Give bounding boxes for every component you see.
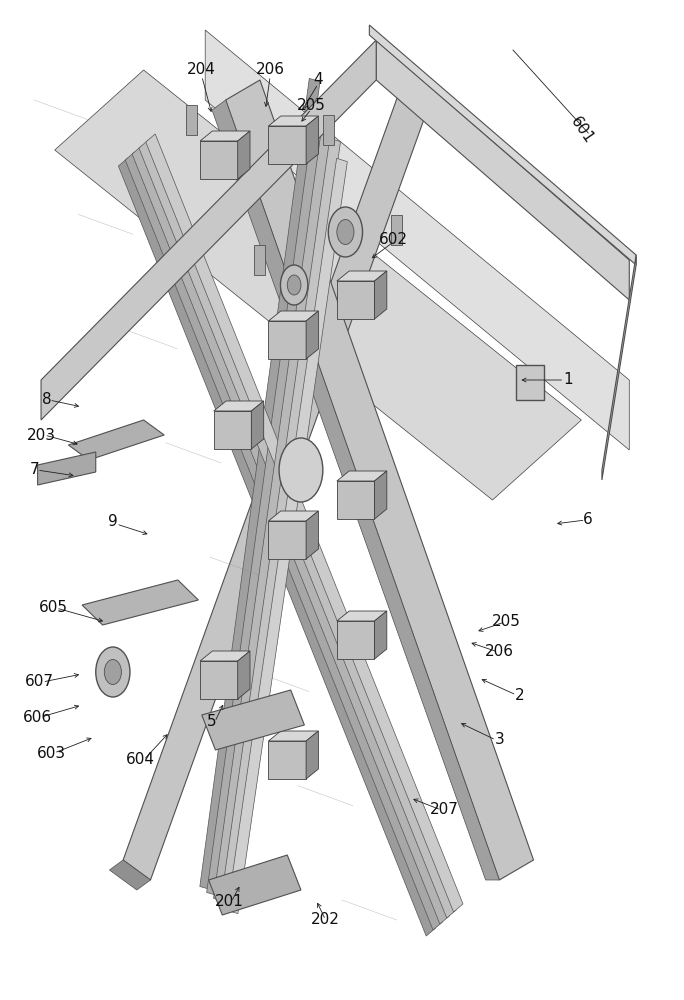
Polygon shape [268, 116, 319, 126]
Polygon shape [268, 731, 319, 741]
Circle shape [337, 220, 354, 244]
Polygon shape [268, 741, 306, 779]
Polygon shape [205, 30, 629, 450]
Polygon shape [306, 116, 319, 164]
Polygon shape [200, 661, 238, 699]
Polygon shape [375, 471, 387, 519]
Polygon shape [118, 158, 436, 936]
Circle shape [328, 207, 363, 257]
Polygon shape [200, 78, 320, 890]
Polygon shape [337, 281, 375, 319]
Bar [391, 215, 402, 245]
Polygon shape [139, 140, 456, 918]
Polygon shape [212, 100, 499, 880]
Polygon shape [238, 131, 250, 179]
Polygon shape [337, 481, 375, 519]
Text: 7: 7 [29, 462, 39, 478]
Text: 601: 601 [567, 114, 596, 146]
Polygon shape [337, 611, 387, 621]
Bar [323, 115, 334, 145]
Circle shape [287, 275, 301, 295]
Bar [186, 105, 197, 135]
Polygon shape [213, 118, 334, 902]
Polygon shape [132, 146, 449, 924]
Text: 606: 606 [23, 710, 52, 724]
Polygon shape [226, 80, 534, 880]
Polygon shape [227, 158, 347, 914]
Polygon shape [146, 134, 463, 912]
Polygon shape [602, 255, 636, 480]
Circle shape [96, 647, 130, 697]
Text: 4: 4 [313, 73, 323, 88]
Polygon shape [268, 321, 306, 359]
Text: 203: 203 [27, 428, 55, 442]
Circle shape [279, 438, 323, 502]
Polygon shape [41, 40, 376, 420]
Text: 6: 6 [583, 512, 593, 528]
Polygon shape [202, 690, 304, 750]
Polygon shape [213, 411, 252, 449]
Text: 3: 3 [495, 732, 504, 748]
Text: 201: 201 [215, 894, 244, 910]
Polygon shape [369, 25, 636, 265]
Text: 207: 207 [430, 802, 459, 818]
Text: 202: 202 [311, 912, 339, 928]
Polygon shape [337, 271, 387, 281]
Polygon shape [200, 131, 250, 141]
Polygon shape [109, 860, 150, 890]
Text: 8: 8 [42, 392, 51, 408]
Polygon shape [268, 521, 306, 559]
Polygon shape [375, 611, 387, 659]
Polygon shape [306, 511, 319, 559]
Text: 206: 206 [485, 645, 514, 660]
FancyBboxPatch shape [516, 365, 544, 400]
Text: 1: 1 [563, 372, 573, 387]
Polygon shape [376, 40, 629, 300]
Polygon shape [55, 70, 581, 500]
Text: 9: 9 [108, 514, 118, 530]
Polygon shape [38, 452, 96, 485]
Polygon shape [268, 511, 319, 521]
Polygon shape [375, 271, 387, 319]
Polygon shape [306, 731, 319, 779]
Text: 205: 205 [492, 614, 521, 630]
Text: 2: 2 [515, 688, 525, 702]
Text: 604: 604 [126, 752, 155, 768]
Text: 603: 603 [37, 746, 66, 760]
Polygon shape [125, 152, 443, 930]
Polygon shape [306, 311, 319, 359]
Text: 602: 602 [379, 232, 408, 247]
Text: 5: 5 [207, 714, 217, 730]
Polygon shape [337, 471, 387, 481]
Text: 206: 206 [256, 62, 285, 78]
Polygon shape [68, 420, 164, 460]
Polygon shape [123, 80, 431, 880]
Polygon shape [238, 651, 250, 699]
Polygon shape [220, 138, 341, 908]
Polygon shape [200, 651, 250, 661]
Text: 205: 205 [297, 98, 326, 112]
Polygon shape [268, 126, 306, 164]
Circle shape [280, 265, 308, 305]
Polygon shape [337, 621, 375, 659]
Circle shape [104, 660, 122, 684]
Polygon shape [252, 401, 264, 449]
Text: 605: 605 [39, 600, 68, 615]
Polygon shape [209, 855, 301, 915]
Polygon shape [82, 580, 198, 625]
Text: 204: 204 [187, 62, 216, 78]
Polygon shape [268, 311, 319, 321]
Text: 607: 607 [25, 674, 54, 690]
Polygon shape [213, 401, 264, 411]
Bar [254, 245, 265, 275]
Polygon shape [200, 141, 238, 179]
Polygon shape [207, 98, 327, 896]
